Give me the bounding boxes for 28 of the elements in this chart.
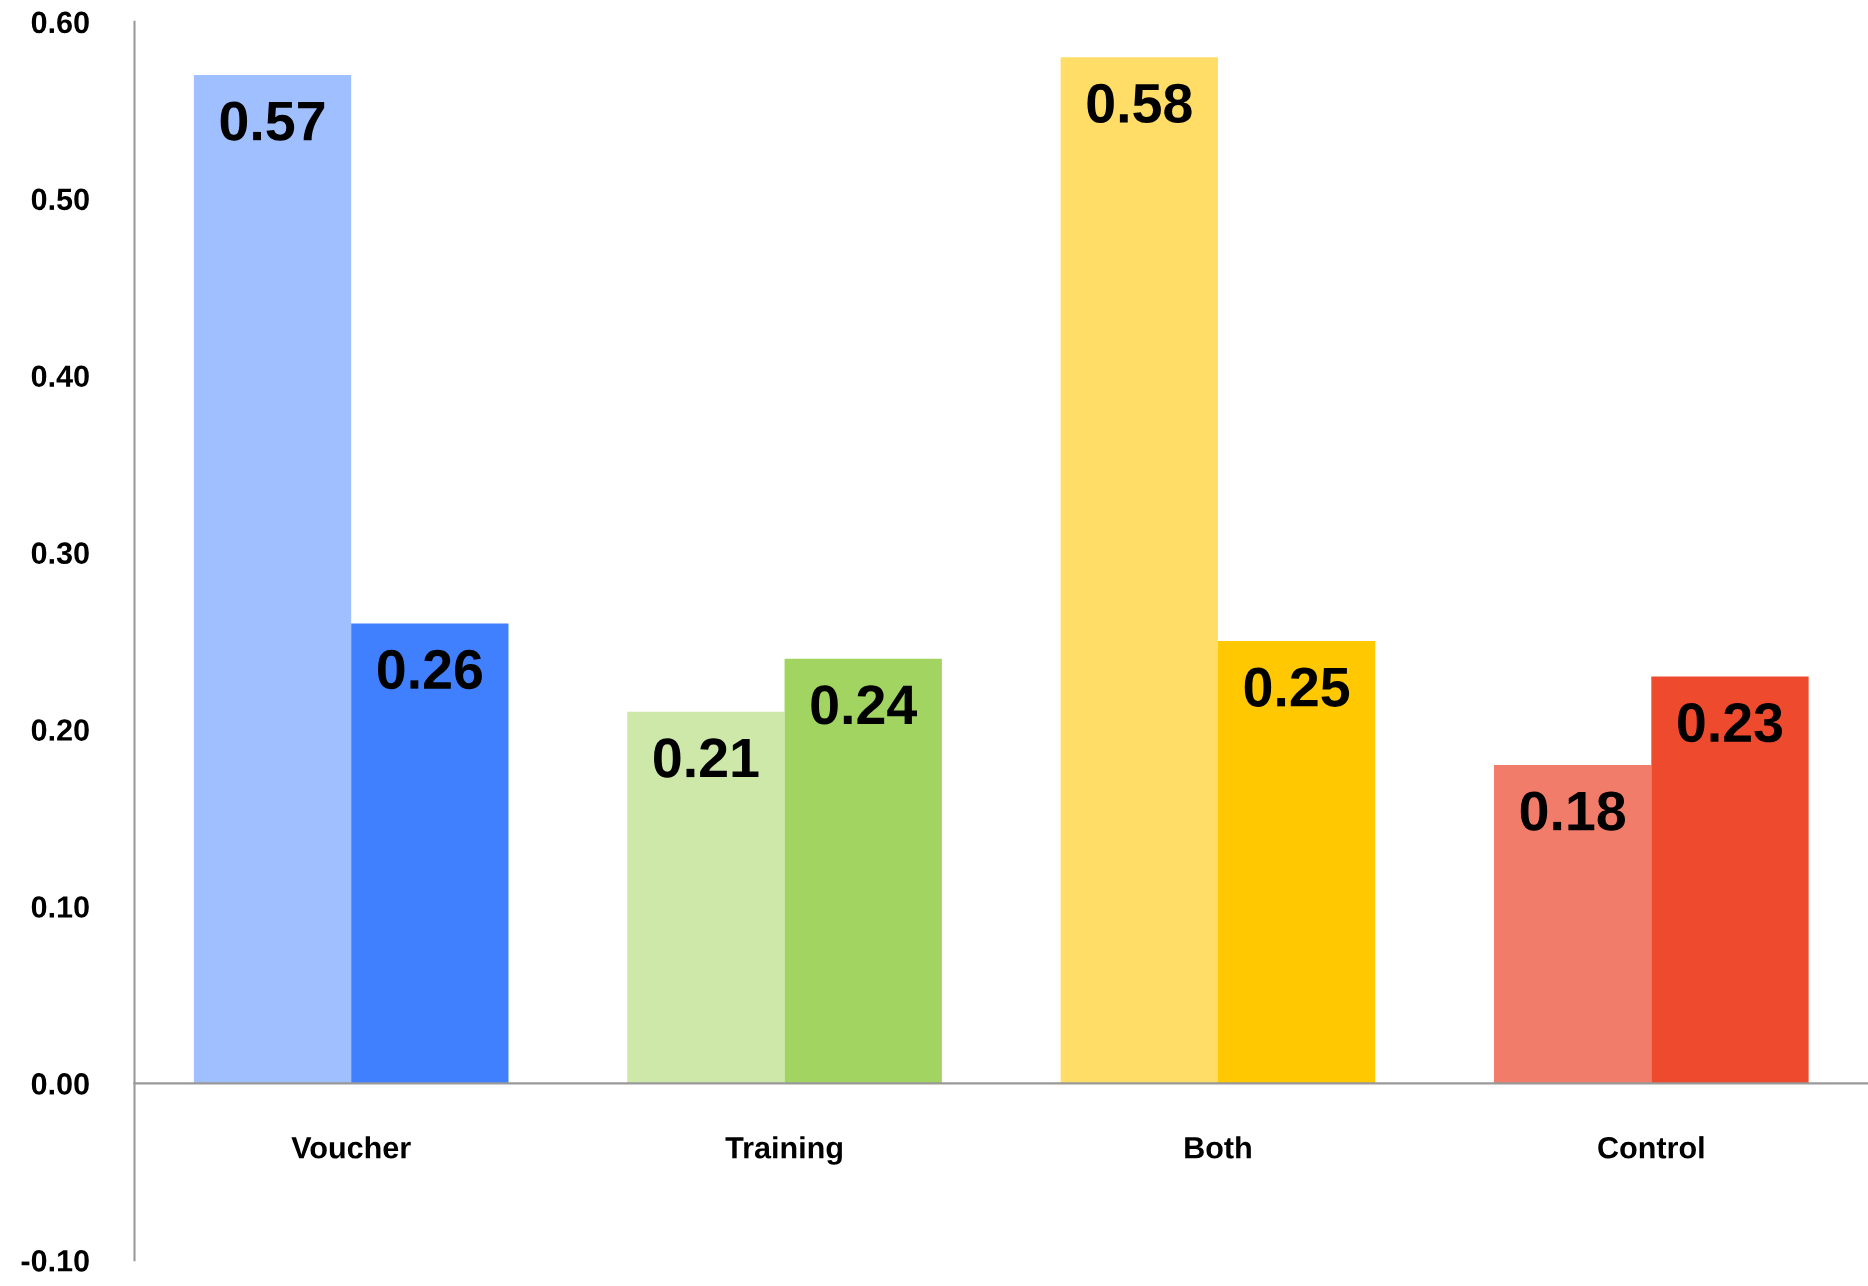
- bar: [627, 711, 785, 1084]
- y-tick-label: 0.00: [31, 1073, 89, 1095]
- data-label: 0.57: [220, 101, 325, 141]
- data-label: 0.24: [811, 685, 917, 725]
- data-label: 0.18: [1520, 791, 1626, 831]
- x-tick-label: Both: [1185, 1136, 1251, 1159]
- y-tick-label: 0.50: [31, 188, 89, 211]
- y-tick-label: 0.10: [31, 896, 89, 918]
- bar: [351, 623, 509, 1084]
- bar: [784, 658, 942, 1084]
- data-label: 0.58: [1087, 83, 1192, 124]
- x-tick-label: Voucher: [291, 1136, 411, 1159]
- bar: [1217, 641, 1376, 1084]
- data-label: 0.23: [1678, 702, 1783, 743]
- x-tick-label: Control: [1598, 1136, 1704, 1159]
- y-tick-label: 0.40: [31, 365, 89, 388]
- bar: [1060, 57, 1218, 1084]
- y-tick-label: 0.20: [31, 719, 89, 741]
- bar: [1651, 676, 1809, 1084]
- data-label: 0.26: [377, 649, 482, 690]
- data-label: 0.21: [654, 738, 759, 778]
- y-tick-label: -0.10: [21, 1250, 89, 1272]
- bar: [1494, 764, 1652, 1084]
- data-label: 0.25: [1244, 667, 1350, 707]
- y-tick-label: 0.30: [31, 542, 89, 565]
- bar: [193, 74, 352, 1084]
- x-tick-label: Training: [725, 1136, 842, 1165]
- y-tick-label: 0.60: [31, 11, 89, 34]
